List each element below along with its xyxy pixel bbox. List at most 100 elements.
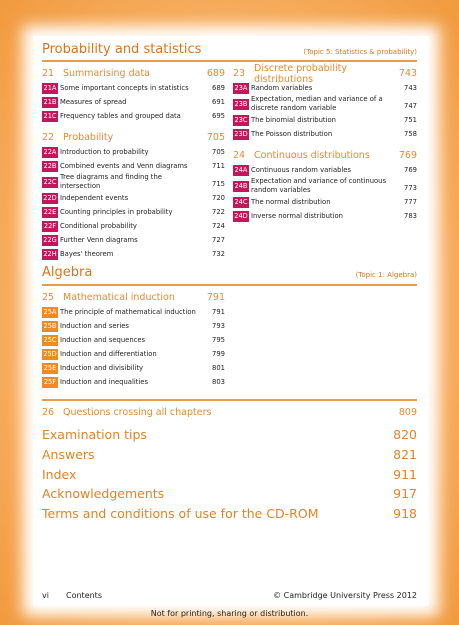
section-page: 799	[212, 350, 225, 358]
section-row: 25E Induction and divisibility 801	[42, 361, 225, 375]
back-matter-row: Answers 821	[42, 447, 417, 462]
section-title: Probability and statistics	[42, 42, 202, 57]
content-card	[33, 36, 429, 606]
section-code: 25A	[42, 306, 58, 318]
section-title: Induction and series	[60, 321, 129, 330]
section-page: 711	[212, 162, 225, 170]
section-title: Induction and sequences	[60, 335, 146, 344]
section-code: 25D	[42, 348, 58, 360]
section-page: 801	[212, 364, 225, 372]
chapter-row: 21 Summarising data 689	[42, 66, 225, 81]
section-row: 24C The normal distribution 777	[233, 195, 417, 209]
chapter-title: Discrete probability distributions	[254, 62, 347, 85]
section-title: The principle of mathematical induction	[60, 307, 196, 316]
section-rule	[42, 60, 417, 62]
section-row: 23D The Poisson distribution 758	[233, 127, 417, 141]
section-title: Measures of spread	[60, 97, 127, 106]
section-page: 705	[212, 148, 225, 156]
section-page: 793	[212, 322, 225, 330]
back-matter-title: Terms and conditions of use for the CD-R…	[42, 506, 319, 522]
back-matter-page: 918	[393, 506, 417, 522]
section-row: 22G Further Venn diagrams 727	[42, 233, 225, 247]
footer-copyright: © Cambridge University Press 2012	[273, 591, 417, 600]
section-row: 22D Independent events 720	[42, 191, 225, 205]
chapter-title: Continuous distributions	[254, 150, 370, 161]
section-title: Bayes' theorem	[60, 249, 114, 258]
section-page: 715	[212, 180, 225, 188]
chapter-page: 689	[206, 68, 225, 79]
section-row: 24D Inverse normal distribution 783	[233, 209, 417, 223]
section-page: 795	[212, 336, 225, 344]
section-code: 25C	[42, 334, 58, 346]
section-title: Combined events and Venn diagrams	[60, 161, 188, 170]
back-matter-title: Acknowledgements	[42, 486, 165, 502]
section-row: 22A Introduction to probability 705	[42, 145, 225, 159]
chapter-row: 25 Mathematical induction 791	[42, 290, 225, 305]
footer-page: vi	[42, 591, 49, 600]
toc-column: 23 Discrete probability distributions 743 2…	[233, 62, 417, 223]
section-row: 23C The binomial distribution 751	[233, 113, 417, 127]
section-code: 21C	[42, 110, 58, 122]
toc-column: 25 Mathematical induction 791 25A The princi…	[42, 290, 225, 389]
chapter-rule	[42, 399, 417, 401]
section-row: 24B Expectation and variance of continuou…	[233, 177, 417, 195]
section-row: 25C Induction and sequences 795	[42, 333, 225, 347]
section-code: 22A	[42, 146, 58, 158]
section-page: 777	[404, 198, 417, 206]
section-title: Random variables	[251, 83, 313, 92]
section-title: The binomial distribution	[251, 115, 336, 124]
section-title: Algebra	[42, 265, 93, 280]
section-title: Expectation and variance of continuous r…	[251, 177, 387, 194]
section-code: 24B	[233, 180, 249, 192]
section-code: 22E	[42, 206, 58, 218]
section-code: 22H	[42, 248, 58, 260]
section-title: Counting principles in probability	[60, 207, 173, 216]
section-row: 22E Counting principles in probability 722	[42, 205, 225, 219]
section-title: Induction and divisibility	[60, 363, 144, 372]
section-page: 747	[404, 102, 417, 110]
section-row: 25B Induction and series 793	[42, 319, 225, 333]
section-row: 21A Some important concepts in statistics…	[42, 81, 225, 95]
section-code: 24C	[233, 196, 249, 208]
notice: Not for printing, sharing or distributio…	[150, 609, 309, 618]
section-code: 25E	[42, 362, 58, 374]
chapter-number: 26	[42, 407, 55, 418]
section-title: Induction and differentiation	[60, 349, 157, 358]
section-page: 758	[404, 130, 417, 138]
section-title: Further Venn diagrams	[60, 235, 138, 244]
section-title: Independent events	[60, 193, 129, 202]
chapter-page: 743	[398, 68, 417, 79]
section-code: 22B	[42, 160, 58, 172]
section-row: 21B Measures of spread 691	[42, 95, 225, 109]
section-title: The Poisson distribution	[251, 129, 333, 138]
section-row: 23A Random variables 743	[233, 81, 417, 95]
section-topic: (Topic 5: Statistics & probability)	[303, 48, 417, 56]
section-rule	[42, 284, 417, 286]
section-title: Expectation, median and variance of a di…	[251, 95, 383, 112]
section-title: Tree diagrams and finding the intersecti…	[60, 173, 162, 190]
section-title: Some important concepts in statistics	[60, 83, 189, 92]
back-matter-page: 820	[393, 427, 417, 442]
section-row: 23B Expectation, median and variance of a…	[233, 95, 417, 113]
section-title: Induction and inequalities	[60, 377, 149, 386]
chapter-page: 705	[206, 132, 225, 143]
chapter-number: 24	[233, 150, 246, 161]
chapter-title: Questions crossing all chapters	[63, 407, 212, 418]
section-title: Conditional probability	[60, 221, 137, 230]
section-row: 22C Tree diagrams and finding the interse…	[42, 173, 225, 191]
section-page: 769	[404, 166, 417, 174]
back-matter-title: Answers	[42, 446, 95, 462]
back-matter-row: Index 911	[42, 467, 417, 482]
section-title: Inverse normal distribution	[251, 211, 343, 220]
section-code: 22F	[42, 220, 58, 232]
section-title: Introduction to probability	[60, 147, 149, 156]
chapter-row: 26 Questions crossing all chapters 809	[42, 405, 417, 420]
section-code: 25F	[42, 376, 58, 388]
section-row: 25A The principle of mathematical inducti…	[42, 305, 225, 319]
section-page: 689	[212, 84, 225, 92]
section-row: 24A Continuous random variables 769	[233, 163, 417, 177]
chapter-page: 809	[398, 407, 417, 418]
section-code: 25B	[42, 320, 58, 332]
chapter-row: 22 Probability 705	[42, 130, 225, 145]
